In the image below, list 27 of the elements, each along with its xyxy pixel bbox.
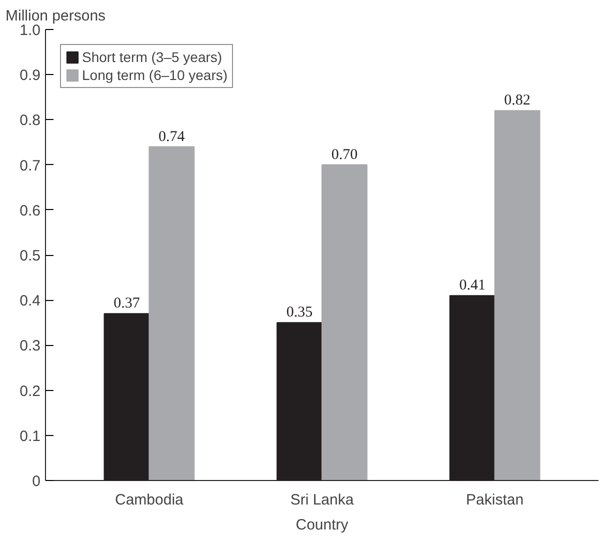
data-label: 0.37 <box>114 296 140 312</box>
y-tick-label: 0 <box>32 473 40 490</box>
y-tick-label: 0.8 <box>20 112 41 130</box>
y-tick-label: 1.0 <box>20 22 41 39</box>
legend-label: Short term (3–5 years) <box>82 49 222 65</box>
bar <box>148 146 195 480</box>
y-tick-label: 0.7 <box>20 157 41 174</box>
data-label: 0.70 <box>331 146 358 163</box>
y-tick-label: 0.1 <box>20 428 41 445</box>
legend-label: Long term (6–10 years) <box>82 67 228 83</box>
data-label: 0.35 <box>286 304 313 321</box>
bar <box>322 164 368 480</box>
y-tick-label: 0.5 <box>20 248 41 264</box>
x-tick-label: Sri Lanka <box>290 492 354 508</box>
y-tick-label: 0.6 <box>20 202 41 220</box>
y-axis-title: Million persons <box>6 8 106 24</box>
x-tick-label: Pakistan <box>466 492 524 508</box>
x-tick-label: Cambodia <box>115 492 184 508</box>
data-label: 0.82 <box>504 92 530 109</box>
data-label: 0.74 <box>158 128 186 145</box>
y-tick-label: 0.4 <box>20 292 41 310</box>
x-axis-title: Country <box>296 516 349 534</box>
data-label: 0.41 <box>459 278 486 294</box>
bar <box>494 110 540 480</box>
y-tick-label: 0.9 <box>20 67 41 84</box>
y-tick-label: 0.3 <box>20 338 41 355</box>
y-tick-label: 0.2 <box>20 382 41 400</box>
